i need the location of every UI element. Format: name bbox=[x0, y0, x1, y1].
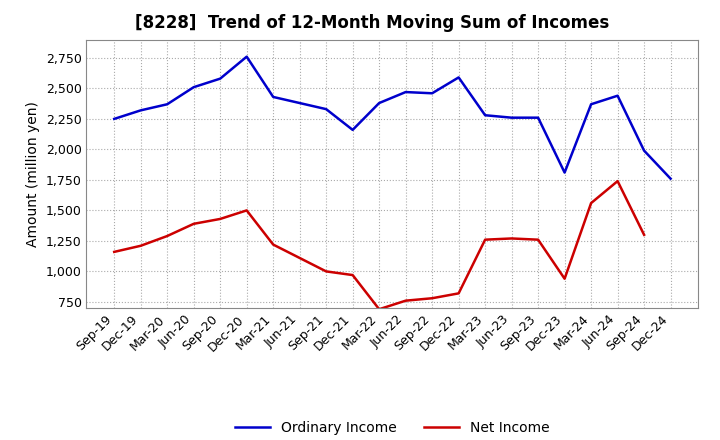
Net Income bbox=[216, 216, 225, 222]
Line: Net Income: Net Income bbox=[114, 181, 644, 309]
Net Income bbox=[428, 296, 436, 301]
Net Income bbox=[640, 232, 649, 238]
Ordinary Income bbox=[587, 102, 595, 107]
Net Income bbox=[136, 243, 145, 249]
Ordinary Income bbox=[640, 148, 649, 153]
Ordinary Income bbox=[375, 100, 384, 106]
Net Income bbox=[269, 242, 277, 247]
Net Income bbox=[348, 272, 357, 278]
Net Income bbox=[243, 208, 251, 213]
Net Income bbox=[375, 307, 384, 312]
Ordinary Income bbox=[481, 113, 490, 118]
Net Income bbox=[508, 236, 516, 241]
Y-axis label: Amount (million yen): Amount (million yen) bbox=[26, 101, 40, 247]
Ordinary Income bbox=[613, 93, 622, 99]
Ordinary Income bbox=[163, 102, 171, 107]
Ordinary Income bbox=[428, 91, 436, 96]
Line: Ordinary Income: Ordinary Income bbox=[114, 57, 670, 179]
Net Income bbox=[163, 233, 171, 238]
Ordinary Income bbox=[110, 116, 119, 121]
Ordinary Income bbox=[216, 76, 225, 81]
Net Income bbox=[534, 237, 542, 242]
Legend: Ordinary Income, Net Income: Ordinary Income, Net Income bbox=[230, 415, 555, 440]
Ordinary Income bbox=[348, 127, 357, 132]
Ordinary Income bbox=[243, 54, 251, 59]
Ordinary Income bbox=[508, 115, 516, 120]
Ordinary Income bbox=[560, 170, 569, 175]
Ordinary Income bbox=[666, 176, 675, 181]
Net Income bbox=[401, 298, 410, 303]
Ordinary Income bbox=[534, 115, 542, 120]
Net Income bbox=[189, 221, 198, 227]
Net Income bbox=[481, 237, 490, 242]
Ordinary Income bbox=[454, 75, 463, 80]
Net Income bbox=[613, 179, 622, 184]
Ordinary Income bbox=[322, 106, 330, 112]
Net Income bbox=[322, 269, 330, 274]
Net Income bbox=[587, 201, 595, 206]
Net Income bbox=[560, 276, 569, 281]
Ordinary Income bbox=[295, 100, 304, 106]
Ordinary Income bbox=[401, 89, 410, 95]
Ordinary Income bbox=[269, 94, 277, 99]
Net Income bbox=[110, 249, 119, 254]
Net Income bbox=[454, 291, 463, 296]
Net Income bbox=[295, 255, 304, 260]
Ordinary Income bbox=[136, 108, 145, 113]
Ordinary Income bbox=[189, 84, 198, 90]
Text: [8228]  Trend of 12-Month Moving Sum of Incomes: [8228] Trend of 12-Month Moving Sum of I… bbox=[135, 15, 610, 33]
